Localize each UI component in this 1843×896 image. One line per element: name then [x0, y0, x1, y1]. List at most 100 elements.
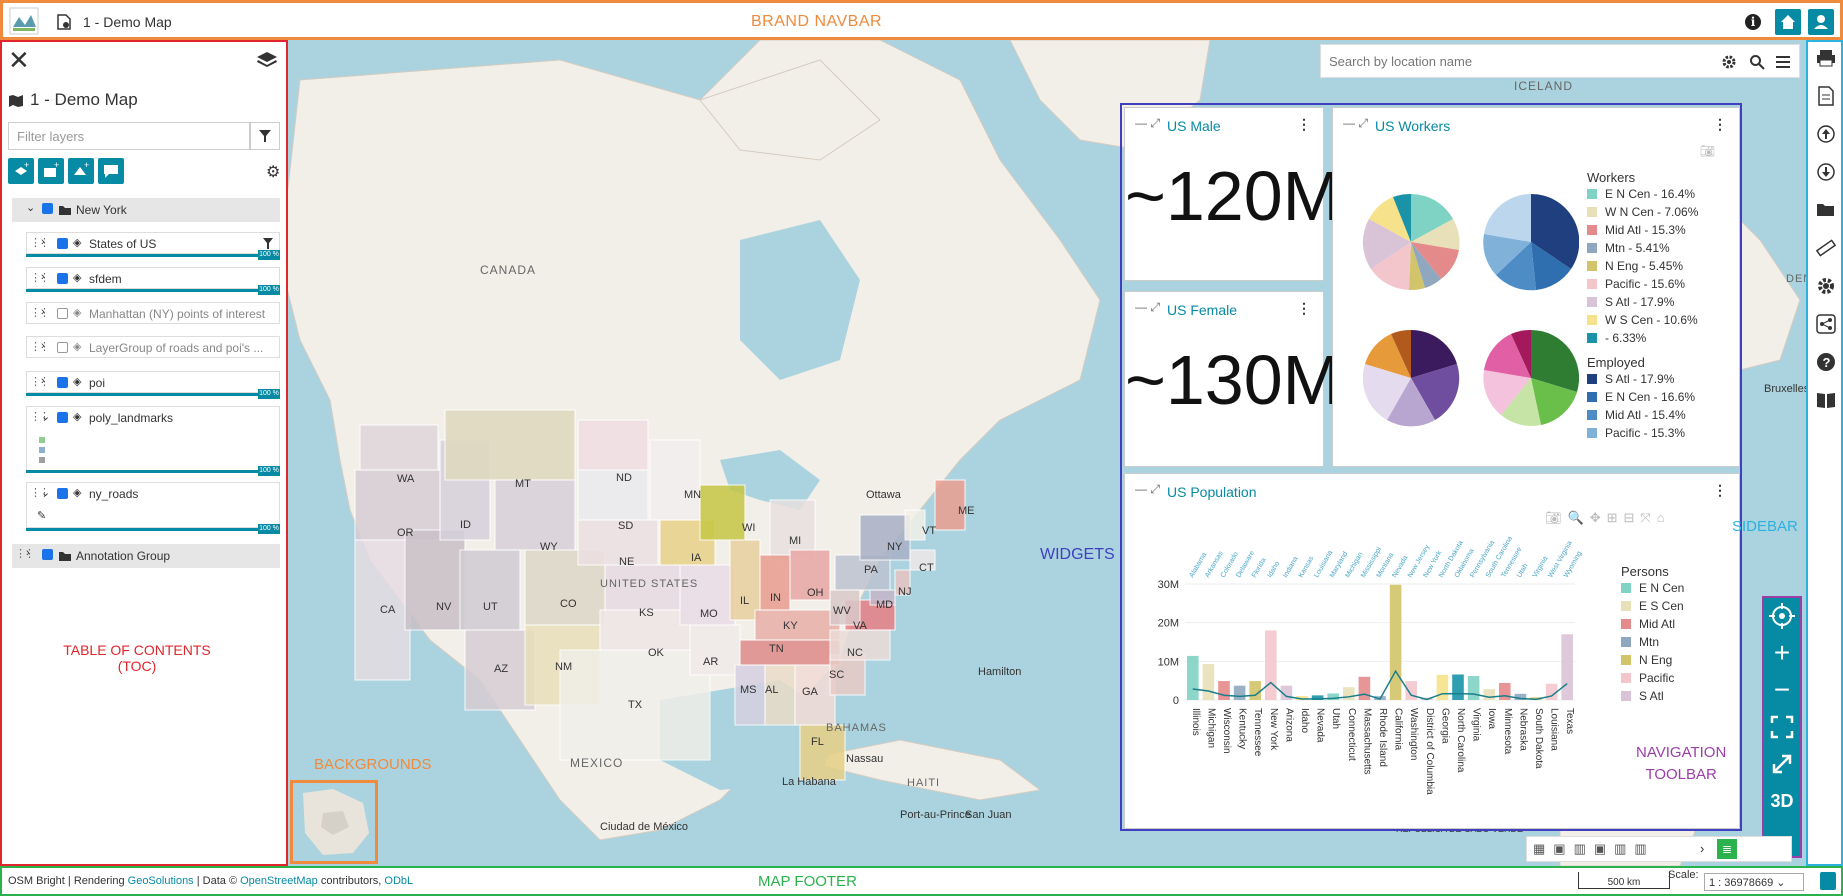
bar[interactable] [1499, 682, 1511, 700]
legend-item[interactable]: Mtn [1621, 633, 1721, 651]
chevron-down-icon[interactable]: ⌄ [26, 202, 36, 214]
filter-layers-input[interactable]: Filter layers [8, 122, 250, 150]
toc-group-new-york[interactable]: ⌄ New York [12, 198, 280, 222]
search-settings-icon[interactable] [1721, 54, 1737, 70]
legend-item[interactable]: S Atl [1621, 687, 1721, 705]
camera-icon[interactable]: 📷︎ [1699, 144, 1715, 158]
widget-us-male[interactable]: — ⤢ US Male ⋮ ~120M [1124, 107, 1341, 281]
population-chart[interactable]: 30M20M10M0AlabamaArkansasColoradoDelawar… [1145, 514, 1585, 814]
legend-item[interactable]: S Atl - 17.9% [1587, 370, 1717, 388]
bar[interactable] [1514, 693, 1527, 700]
comment-button[interactable] [98, 158, 124, 184]
widget-menu-icon[interactable]: ⋮ [1713, 482, 1727, 498]
legend-item[interactable]: Pacific - 15.3% [1587, 424, 1717, 442]
chevron-right-icon[interactable]: › [41, 340, 45, 352]
odbl-link[interactable]: ODbL [384, 875, 414, 887]
toc-layer-poly-landmarks[interactable]: ⋮⋮ ⌄ ◈ poly_landmarks [26, 406, 280, 472]
info-icon[interactable]: i [1745, 14, 1761, 30]
layer-checkbox[interactable] [57, 488, 68, 499]
bar[interactable] [1545, 683, 1558, 700]
opacity-slider[interactable]: 100 % [26, 389, 280, 399]
download-icon[interactable] [1816, 162, 1836, 182]
opacity-slider[interactable]: 100 % [26, 250, 280, 260]
legend-item[interactable]: W S Cen - 10.6% [1587, 311, 1717, 329]
widget-us-female[interactable]: — ⤢ US Female ⋮ ~130M [1124, 291, 1341, 467]
bar[interactable] [1218, 681, 1230, 700]
drag-handle-icon[interactable]: ⋮⋮ [30, 272, 50, 284]
search-menu-icon[interactable] [1775, 54, 1791, 70]
toc-layer-manhattan[interactable]: ⋮⋮ › ◈ Manhattan (NY) points of interest [26, 302, 280, 324]
bar[interactable] [1265, 630, 1277, 700]
bar[interactable] [1327, 693, 1339, 700]
bar[interactable] [1467, 676, 1480, 700]
pie-charts[interactable] [1353, 178, 1579, 458]
layer-checkbox[interactable] [57, 342, 68, 353]
widget-collapse-icon[interactable]: — ⤢ [1135, 116, 1160, 130]
widget-us-population[interactable]: — ⤢ US Population ⋮ 📷︎🔍✥⊞⊟⤧⌂ 30M 20M 10M 0 A… [1124, 473, 1740, 829]
add-group-button[interactable]: + [38, 158, 64, 184]
layers-icon[interactable] [256, 50, 278, 70]
drag-handle-icon[interactable]: ⋮⋮ [30, 411, 50, 423]
close-icon[interactable]: ✕ [8, 45, 30, 75]
legend-item[interactable]: Mid Atl [1621, 615, 1721, 633]
catalog-icon[interactable] [1816, 86, 1836, 106]
print-icon[interactable] [1816, 48, 1836, 68]
chart-toolbar[interactable]: 📷︎🔍✥⊞⊟⤧⌂ [1545, 510, 1671, 525]
opacity-slider[interactable]: 100 % [26, 524, 280, 534]
tutorial-book-icon[interactable] [1816, 390, 1836, 410]
chevron-right-icon[interactable]: › [26, 547, 30, 559]
folder-open-icon[interactable] [1816, 200, 1836, 220]
bar[interactable] [1233, 685, 1246, 700]
bar[interactable] [1389, 584, 1402, 700]
bar[interactable] [1561, 634, 1573, 700]
zoom-in-button[interactable]: + [1764, 635, 1800, 671]
bar[interactable] [1296, 696, 1308, 700]
bar[interactable] [1343, 687, 1355, 700]
bar[interactable] [1249, 681, 1261, 700]
zoom-out-button[interactable]: − [1764, 672, 1800, 708]
osm-link[interactable]: OpenStreetMap [240, 875, 318, 887]
chevron-right-icon[interactable]: › [1700, 841, 1705, 856]
chevron-down-icon[interactable]: ⌄ [41, 487, 51, 499]
search-icon[interactable] [1749, 54, 1765, 70]
toc-layer-ny-roads[interactable]: ⋮⋮ ⌄ ◈ ny_roads ✎ [26, 482, 280, 528]
background-thumbnail[interactable] [293, 783, 375, 861]
chevron-down-icon[interactable]: ⌄ [41, 411, 51, 423]
add-layer-button[interactable]: + [8, 158, 34, 184]
widget-collapse-icon[interactable]: — ⤢ [1135, 300, 1160, 314]
drag-handle-icon[interactable]: ⋮⋮ [30, 341, 50, 353]
legend-item[interactable]: Mid Atl - 15.4% [1587, 406, 1717, 424]
settings-icon[interactable] [1816, 276, 1836, 296]
widget-list-icon[interactable]: ≣ [1717, 839, 1737, 859]
upload-icon[interactable] [1816, 124, 1836, 144]
group-checkbox[interactable] [42, 549, 53, 560]
legend-item[interactable]: E N Cen - 16.4% [1587, 185, 1717, 203]
home-button[interactable] [1775, 9, 1801, 35]
widget-us-workers[interactable]: — ⤢ US Workers ⋮ 📷︎ [1332, 107, 1740, 467]
bar[interactable] [1187, 655, 1199, 700]
legend-item[interactable]: S Atl - 17.9% [1587, 293, 1717, 311]
opacity-slider[interactable]: 100 % [26, 466, 280, 476]
footer-toggle-button[interactable] [1820, 872, 1836, 890]
toc-layer-sfdem[interactable]: ⋮⋮ › ◈ sfdem [26, 267, 280, 289]
chevron-right-icon[interactable]: › [41, 271, 45, 283]
geosolutions-link[interactable]: GeoSolutions [127, 875, 194, 887]
share-icon[interactable] [1816, 314, 1836, 334]
legend-item[interactable]: Mid Atl - 15.3% [1587, 221, 1717, 239]
drag-handle-icon[interactable]: ⋮⋮ [30, 307, 50, 319]
legend-item[interactable]: Mtn - 5.41% [1587, 239, 1717, 257]
widget-collapse-icon[interactable]: — ⤢ [1135, 482, 1160, 496]
legend-item[interactable]: Pacific [1621, 669, 1721, 687]
opacity-slider[interactable]: 100 % [26, 285, 280, 295]
bar[interactable] [1436, 674, 1449, 700]
bar[interactable] [1405, 681, 1417, 700]
layer-filter-icon[interactable] [263, 238, 273, 249]
search-input[interactable]: Search by location name [1329, 54, 1473, 69]
widget-menu-icon[interactable]: ⋮ [1297, 116, 1311, 132]
fullscreen-button[interactable] [1764, 746, 1800, 782]
drag-handle-icon[interactable]: ⋮⋮ [30, 237, 50, 249]
app-logo-icon[interactable] [9, 7, 39, 35]
chevron-right-icon[interactable]: › [41, 306, 45, 318]
group-checkbox[interactable] [42, 203, 53, 214]
toc-layer-states-of-us[interactable]: ⋮⋮ › ◈ States of US [26, 232, 280, 254]
